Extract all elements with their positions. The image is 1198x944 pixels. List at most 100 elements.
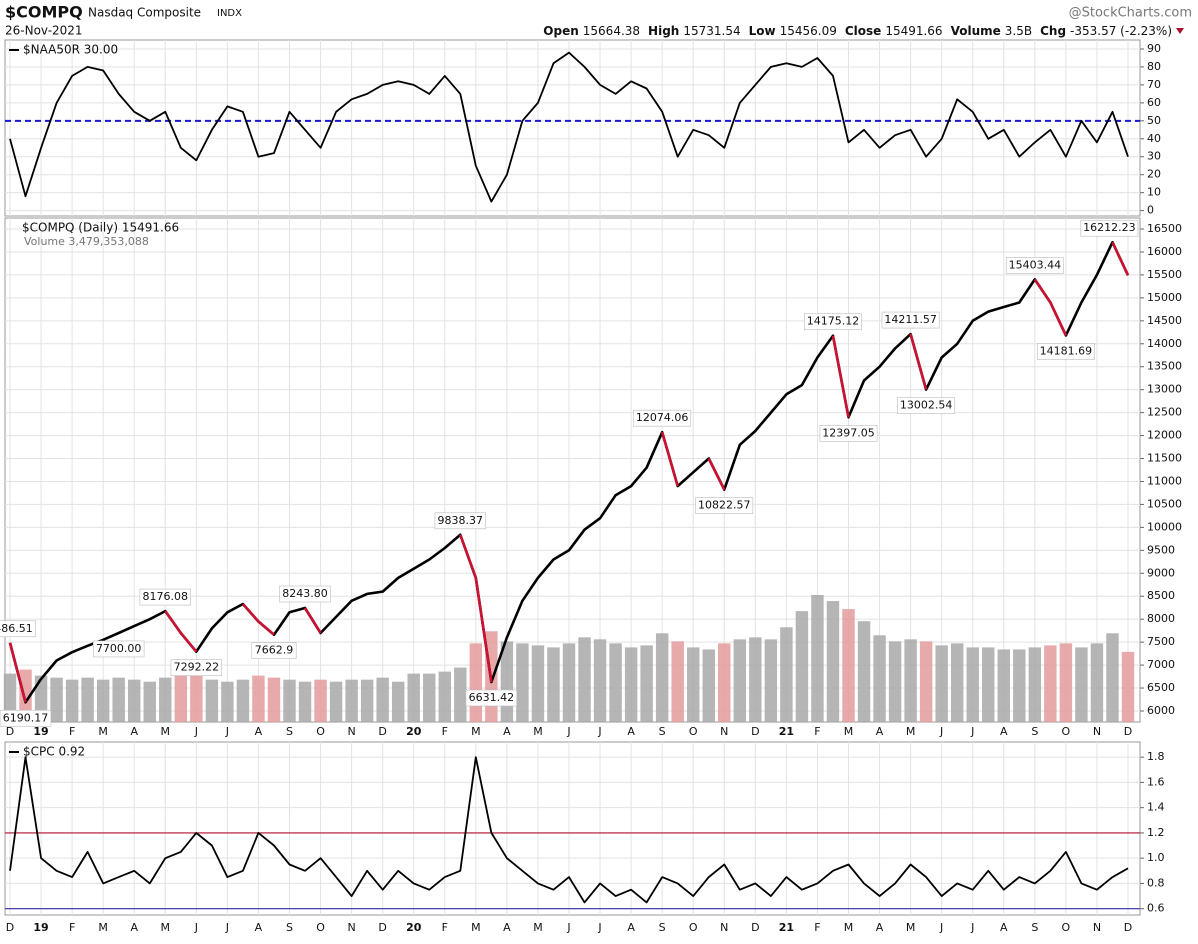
annotation: 6631.42: [469, 691, 515, 704]
annotation-box: [279, 585, 331, 603]
x-tick-label: M: [844, 725, 854, 738]
volume-bar: [935, 645, 948, 722]
quote-line: Open 15664.38 High 15731.54 Low 15456.09 Close…: [543, 24, 1172, 38]
x-tick-label: S: [1031, 725, 1038, 738]
x-tick-label: S: [1031, 921, 1038, 934]
x-tick-label: J: [970, 725, 974, 738]
data-line: [9, 51, 1129, 203]
annotation: 15403.44: [1009, 258, 1062, 271]
y-tick-label: 50: [1147, 114, 1161, 127]
volume-bar: [469, 643, 483, 722]
down-segment: [707, 457, 726, 491]
down-segment: [660, 431, 679, 487]
y-tick-label: 1.2: [1147, 826, 1165, 839]
x-tick-label: S: [286, 921, 293, 934]
annotation-box: [804, 313, 862, 331]
volume-bar: [205, 679, 219, 722]
annotation: 14175.12: [807, 315, 860, 328]
y-tick-label: 13500: [1147, 360, 1182, 373]
y-tick-label: 11500: [1147, 452, 1182, 465]
y-tick-label: 1.8: [1147, 750, 1165, 763]
x-tick-label: J: [225, 921, 229, 934]
volume-bar: [376, 677, 389, 722]
data-line: [9, 756, 1129, 904]
annotation: 9838.37: [438, 514, 484, 527]
x-tick-label: M: [906, 725, 916, 738]
y-tick-label: 20: [1147, 168, 1161, 181]
volume-bar: [531, 645, 545, 722]
volume-bar: [314, 679, 327, 722]
volume-bar: [298, 681, 312, 722]
annotation: 6190.17: [3, 711, 49, 724]
down-segment: [8, 642, 27, 703]
volume-bar: [159, 677, 172, 722]
volume-bar: [904, 639, 917, 722]
x-tick-label: D: [751, 921, 759, 934]
annotation: 12074.06: [636, 411, 689, 424]
y-tick-label: 9500: [1147, 543, 1175, 556]
x-tick-label: D: [6, 921, 14, 934]
volume-bar: [888, 641, 902, 722]
x-tick-label: O: [316, 725, 325, 738]
x-tick-label: M: [471, 725, 481, 738]
y-tick-label: 16500: [1147, 222, 1182, 235]
volume-bar: [190, 675, 203, 722]
x-tick-label: M: [471, 921, 481, 934]
exchange: INDX: [217, 8, 242, 19]
y-tick-label: 10000: [1147, 520, 1182, 533]
annotation-box: [465, 689, 518, 707]
volume-bar: [516, 643, 529, 722]
x-tick-label: A: [627, 921, 635, 934]
x-tick-label: F: [69, 725, 75, 738]
quote-value: 15664.38: [583, 24, 640, 38]
quote-label: Open: [543, 24, 578, 38]
volume-bar: [718, 643, 731, 722]
down-segment: [1111, 241, 1130, 276]
annotation: 13002.54: [900, 399, 953, 412]
down-segment: [459, 534, 478, 579]
y-tick-label: 70: [1147, 78, 1161, 91]
x-tick-label: O: [316, 921, 325, 934]
y-tick-label: 10500: [1147, 497, 1182, 510]
x-tick-label: O: [1062, 921, 1071, 934]
x-tick-label: S: [659, 725, 666, 738]
x-tick-label: O: [689, 921, 698, 934]
x-tick-label: D: [751, 725, 759, 738]
quote-value: 15731.54: [683, 24, 740, 38]
annotation-box: [92, 640, 145, 658]
change-arrow: [1176, 28, 1184, 34]
legend: $COMPQ (Daily) 15491.66: [22, 221, 179, 235]
annotation: 14181.69: [1040, 344, 1093, 357]
volume-bar: [50, 677, 63, 722]
volume-bar: [578, 637, 591, 722]
volume-bar: [609, 643, 622, 722]
x-tick-label: 19: [33, 725, 48, 738]
volume-bar: [1059, 643, 1073, 722]
quote-label: Close: [845, 24, 881, 38]
volume-bar: [252, 675, 265, 722]
x-tick-label: F: [69, 921, 75, 934]
volume-bar: [966, 647, 979, 722]
volume-bar: [1075, 647, 1088, 722]
down-segment: [241, 603, 260, 623]
y-tick-label: 12000: [1147, 429, 1182, 442]
volume-bar: [919, 641, 933, 722]
y-tick-label: 90: [1147, 42, 1161, 55]
x-tick-label: M: [533, 725, 543, 738]
annotation-box: [1005, 257, 1064, 274]
annotation: 10822.57: [698, 499, 751, 512]
volume-bar: [283, 679, 296, 722]
volume-bar: [624, 647, 638, 722]
annotation: 16212.23: [1083, 221, 1136, 234]
y-tick-label: 40: [1147, 132, 1161, 145]
volume-bar: [655, 633, 669, 722]
volume-bar: [733, 639, 747, 722]
annotation-box: [1080, 219, 1139, 237]
volume-bar: [687, 647, 700, 722]
quote-label: Volume: [951, 24, 1001, 38]
y-tick-label: 13000: [1147, 383, 1182, 396]
y-tick-label: 60: [1147, 96, 1161, 109]
annotation-box: [434, 512, 487, 530]
volume-bar: [1106, 633, 1119, 722]
y-tick-label: 0.8: [1147, 876, 1165, 889]
